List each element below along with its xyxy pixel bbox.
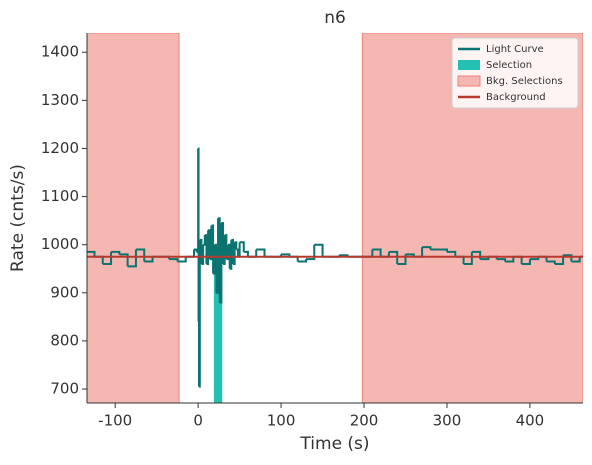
x-tick-label: 200: [350, 412, 379, 430]
light-curve-step: [234, 241, 238, 250]
light-curve-step: [505, 256, 515, 263]
y-tick-label: 1100: [41, 187, 79, 205]
light-curve-step: [209, 225, 213, 261]
legend-label: Bkg. Selections: [486, 76, 563, 87]
legend: Light Curve Selection Bkg. Selections Backg…: [451, 37, 579, 109]
light-curve-step: [571, 256, 581, 263]
light-curve-step: [247, 249, 258, 258]
light-curve-step: [228, 243, 231, 269]
x-tick-label: 400: [516, 412, 545, 430]
light-curve-step: [219, 223, 223, 304]
light-curve-step: [496, 258, 507, 262]
light-curve-step: [208, 229, 211, 260]
y-axis-label: Rate (cnts/s): [8, 164, 28, 272]
light-curve-step: [206, 230, 210, 265]
light-curve-step: [221, 222, 225, 264]
light-curve-step: [554, 255, 565, 265]
axes: 700 800 900 1000 1100 1200 1300 1400 -100 0 100 200…: [41, 33, 583, 430]
light-curve-step: [224, 234, 228, 260]
light-curve-step: [177, 256, 187, 263]
bkg-selection: [87, 33, 180, 403]
y-tick-label: 900: [50, 283, 79, 301]
light-curve-step: [198, 239, 201, 388]
light-curve-step: [232, 242, 236, 265]
light-curve-step: [388, 250, 399, 264]
y-tick-label: 800: [50, 331, 79, 349]
light-curve-step: [314, 243, 324, 257]
light-curve-step: [438, 248, 448, 252]
legend-label: Background: [486, 92, 546, 103]
light-curve-step: [446, 250, 457, 257]
y-tick-label: 700: [50, 380, 79, 398]
light-curve-step: [204, 234, 208, 264]
x-axis-label: Time (s): [299, 434, 369, 454]
y-tick-label: 1300: [41, 91, 79, 109]
light-curve-step: [201, 244, 205, 265]
light-curve-step: [239, 241, 245, 252]
light-curve-step: [87, 250, 96, 257]
light-curve-step: [563, 254, 573, 262]
light-curve-step: [119, 253, 129, 267]
legend-label: Selection: [486, 60, 532, 71]
light-curve-step: [297, 259, 307, 263]
light-curve-step: [216, 218, 220, 294]
x-tick-label: 0: [193, 412, 203, 430]
light-curve-step: [185, 249, 195, 258]
light-curve-step: [256, 248, 266, 257]
x-tick-label: -100: [98, 412, 132, 430]
legend-swatch: [458, 60, 480, 70]
light-curve-step: [213, 244, 216, 275]
y-tick-label: 1400: [41, 43, 79, 61]
light-curve-step: [243, 250, 249, 257]
y-tick-label: 1200: [41, 139, 79, 157]
light-curve-step: [521, 259, 531, 265]
light-curve-step: [203, 235, 206, 246]
light-curve-step: [169, 258, 179, 262]
light-curve-step: [305, 244, 316, 261]
light-curve-step: [144, 256, 154, 263]
light-curve-step: [226, 244, 230, 261]
legend-box: [451, 37, 579, 109]
light-curve-step: [229, 239, 233, 270]
light-curve-step: [218, 217, 221, 303]
light-curve-step: [372, 248, 382, 257]
x-tick-label: 300: [433, 412, 462, 430]
light-curve-step: [236, 248, 239, 257]
light-curve-step: [546, 260, 556, 264]
light-curve-step: [214, 243, 218, 293]
chart-title: n6: [324, 8, 346, 28]
selection: [213, 263, 223, 403]
light-curve-step: [127, 249, 137, 268]
x-tick-label: 100: [267, 412, 296, 430]
y-tick-label: 1000: [41, 235, 79, 253]
light-curve-step: [223, 235, 226, 265]
legend-label: Light Curve: [486, 44, 544, 55]
legend-swatch: [457, 75, 481, 87]
